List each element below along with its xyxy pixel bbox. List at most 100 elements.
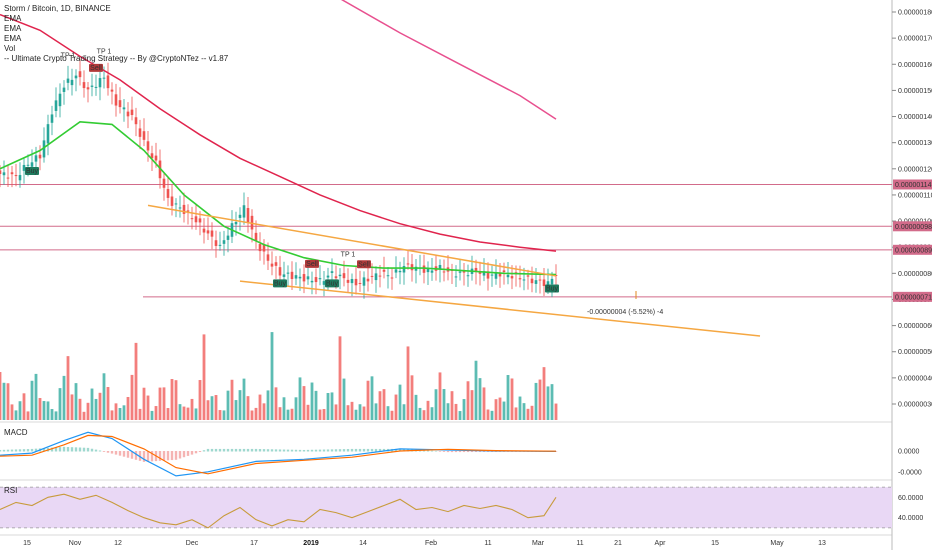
signal-label: TP 1 <box>97 48 112 55</box>
candle-body <box>306 276 310 280</box>
volume-bar <box>166 408 170 420</box>
volume-bar <box>230 379 234 420</box>
macd-histogram-bar <box>2 449 6 452</box>
candle-body <box>226 235 230 240</box>
volume-bar <box>390 410 394 420</box>
candle-body <box>290 271 294 280</box>
macd-histogram-bar <box>6 449 10 452</box>
candle-body <box>330 271 334 273</box>
volume-bar <box>58 388 62 420</box>
macd-histogram-bar <box>262 449 266 452</box>
legend-strategy: -- Ultimate Crypto Trading Strategy -- B… <box>4 54 229 63</box>
macd-histogram-bar <box>282 449 286 452</box>
macd-histogram-bar <box>34 448 38 452</box>
volume-bar <box>126 396 130 420</box>
volume-bar <box>434 389 438 420</box>
macd-histogram-bar <box>474 451 478 453</box>
macd-histogram-bar <box>322 449 326 452</box>
candle-body <box>402 266 406 273</box>
macd-histogram-bar <box>30 448 34 452</box>
volume-bar <box>250 410 254 420</box>
candle-body <box>518 278 522 280</box>
candle-body <box>398 270 402 273</box>
macd-histogram-bar <box>202 450 206 452</box>
candle-body <box>426 267 430 273</box>
volume-bar <box>530 405 534 420</box>
candle-body <box>454 276 458 278</box>
macd-histogram-bar <box>454 451 458 453</box>
candle-body <box>130 109 134 116</box>
macd-histogram-bar <box>222 448 226 452</box>
candle-body <box>510 276 514 279</box>
candle-body <box>486 271 490 279</box>
rsi-y-tick: 40.0000 <box>898 515 923 522</box>
macd-histogram-bar <box>450 451 454 453</box>
y-tick-label: 0.00000030 <box>898 402 932 409</box>
macd-histogram-bar <box>438 451 442 452</box>
volume-bar <box>50 409 54 420</box>
volume-bar <box>546 386 550 420</box>
candle-body <box>386 275 390 277</box>
rsi-line <box>0 493 557 529</box>
y-tick-label: 0.00000180 <box>898 10 932 17</box>
volume-bar <box>94 398 98 420</box>
macd-histogram-bar <box>74 447 78 452</box>
x-tick-label: 2019 <box>303 540 319 547</box>
candle-body <box>114 94 118 106</box>
y-tick-label: 0.00000140 <box>898 114 932 121</box>
macd-histogram-bar <box>422 450 426 452</box>
macd-histogram-bar <box>378 448 382 452</box>
volume-bar <box>494 399 498 420</box>
x-tick-label: 12 <box>114 540 122 547</box>
candle-body <box>278 267 282 276</box>
x-tick-label: Dec <box>186 540 199 547</box>
candle-body <box>286 272 290 274</box>
macd-histogram-bar <box>170 451 174 461</box>
candle-body <box>6 177 10 179</box>
volume-bar <box>290 408 294 420</box>
volume-bar <box>10 404 14 420</box>
trendline <box>239 280 761 337</box>
candle-body <box>138 128 142 137</box>
macd-histogram-bar <box>18 449 22 452</box>
volume-bar <box>442 389 446 420</box>
candle-body <box>550 278 554 285</box>
volume-bar <box>394 394 398 420</box>
candle-body <box>122 107 126 110</box>
signal-label: Sell <box>90 65 102 72</box>
candle-body <box>270 263 274 267</box>
macd-histogram-bar <box>358 448 362 452</box>
candle-body <box>490 274 494 276</box>
macd-histogram-bar <box>430 450 434 452</box>
volume-bar <box>386 406 390 420</box>
macd-histogram-bar <box>366 448 370 452</box>
volume-bar <box>258 394 262 420</box>
macd-histogram-bar <box>274 449 278 452</box>
macd-histogram-bar <box>334 449 338 452</box>
volume-bar <box>438 372 442 420</box>
price-tag-label: 0.00000089 <box>895 247 932 254</box>
macd-histogram-bar <box>130 451 134 459</box>
candle-body <box>162 178 166 188</box>
macd-histogram-bar <box>254 448 258 452</box>
volume-bar <box>114 403 118 420</box>
macd-histogram-bar <box>286 449 290 452</box>
x-tick-label: 11 <box>576 540 583 547</box>
volume-bar <box>6 383 10 420</box>
candle-body <box>358 282 362 284</box>
macd-histogram-bar <box>486 451 490 452</box>
macd-histogram-bar <box>150 451 154 462</box>
candle-body <box>90 85 94 87</box>
macd-pane-label: MACD <box>4 428 28 437</box>
candle-body <box>494 272 498 279</box>
candle-body <box>82 82 86 89</box>
signal-badge <box>25 166 39 175</box>
macd-histogram-bar <box>338 449 342 452</box>
macd-histogram-bar <box>102 451 106 452</box>
macd-histogram-bar <box>298 449 302 452</box>
candle-body <box>430 270 434 273</box>
macd-histogram-bar <box>230 448 234 452</box>
volume-bar <box>478 378 482 420</box>
macd-histogram-bar <box>90 448 94 452</box>
candle-body <box>294 275 298 279</box>
